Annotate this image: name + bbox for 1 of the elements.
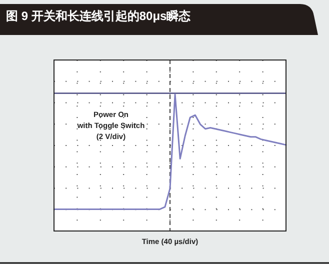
chart-title: 图 9 开关和长连线引起的80μs瞬态 bbox=[6, 9, 192, 23]
